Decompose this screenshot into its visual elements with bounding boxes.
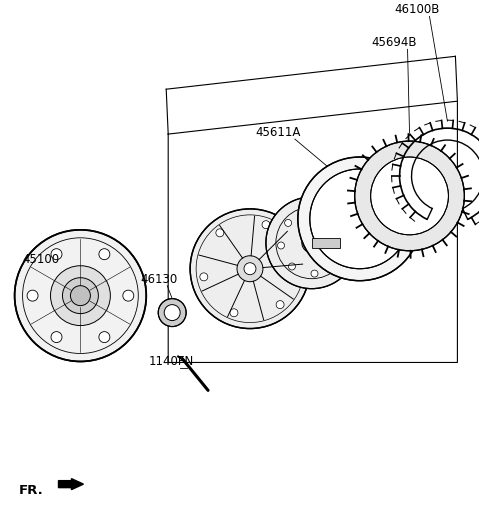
- Text: 45100: 45100: [23, 253, 60, 265]
- Ellipse shape: [277, 242, 285, 249]
- Ellipse shape: [262, 221, 270, 229]
- Ellipse shape: [306, 209, 312, 215]
- Ellipse shape: [335, 238, 345, 248]
- Ellipse shape: [298, 157, 421, 281]
- Ellipse shape: [51, 331, 62, 343]
- Ellipse shape: [302, 233, 322, 253]
- Ellipse shape: [50, 265, 110, 326]
- Ellipse shape: [266, 197, 358, 289]
- Text: FR.: FR.: [19, 484, 43, 496]
- FancyArrow shape: [59, 479, 84, 489]
- Ellipse shape: [158, 298, 186, 327]
- Ellipse shape: [164, 305, 180, 321]
- Ellipse shape: [328, 215, 335, 222]
- Ellipse shape: [190, 209, 310, 329]
- Ellipse shape: [99, 331, 110, 343]
- Ellipse shape: [292, 256, 300, 264]
- Ellipse shape: [339, 237, 346, 244]
- Ellipse shape: [123, 290, 134, 301]
- Ellipse shape: [332, 259, 339, 266]
- Ellipse shape: [276, 301, 284, 309]
- Ellipse shape: [99, 248, 110, 260]
- Ellipse shape: [237, 256, 263, 281]
- Text: 45694B: 45694B: [372, 36, 417, 49]
- Text: 1140FN: 1140FN: [148, 355, 193, 369]
- FancyBboxPatch shape: [312, 238, 340, 248]
- Ellipse shape: [200, 273, 208, 281]
- Ellipse shape: [288, 263, 295, 270]
- Text: 45611A: 45611A: [255, 126, 300, 139]
- Text: 46130: 46130: [140, 273, 178, 286]
- Ellipse shape: [355, 141, 464, 251]
- Ellipse shape: [244, 263, 256, 275]
- Ellipse shape: [51, 248, 62, 260]
- Ellipse shape: [62, 278, 98, 313]
- Text: 46100B: 46100B: [395, 3, 440, 16]
- Ellipse shape: [27, 290, 38, 301]
- Ellipse shape: [14, 230, 146, 361]
- Ellipse shape: [216, 229, 224, 237]
- Ellipse shape: [230, 309, 238, 317]
- Ellipse shape: [285, 219, 292, 227]
- Ellipse shape: [311, 270, 318, 277]
- Ellipse shape: [371, 157, 448, 235]
- Ellipse shape: [310, 169, 409, 269]
- Ellipse shape: [71, 286, 90, 305]
